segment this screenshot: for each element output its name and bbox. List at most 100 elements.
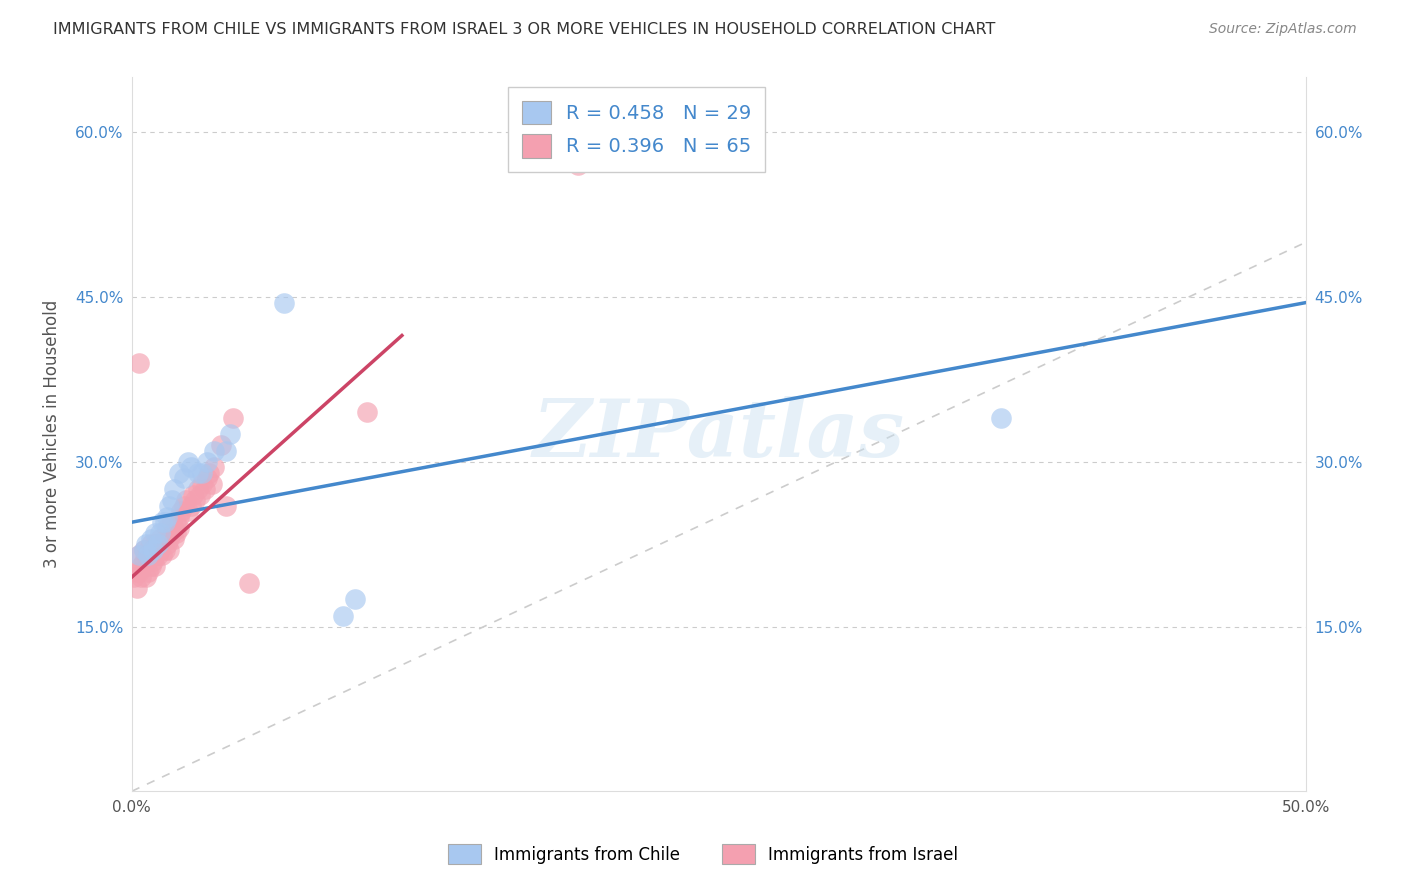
Point <box>149 542 172 557</box>
Point <box>143 526 166 541</box>
Point <box>142 542 165 557</box>
Point <box>614 125 637 139</box>
Point <box>128 565 150 579</box>
Point <box>163 482 186 496</box>
Point <box>167 466 190 480</box>
Point <box>153 515 176 529</box>
Point <box>139 559 162 574</box>
Point <box>215 443 238 458</box>
Point <box>135 537 157 551</box>
Point <box>209 438 232 452</box>
Point <box>191 466 214 480</box>
Point <box>153 542 176 557</box>
Point <box>215 499 238 513</box>
Point <box>157 532 180 546</box>
Point <box>146 537 169 551</box>
Point <box>343 592 366 607</box>
Point <box>177 455 200 469</box>
Point <box>184 493 207 508</box>
Point <box>173 499 195 513</box>
Point <box>136 565 159 579</box>
Point <box>139 548 162 562</box>
Text: Source: ZipAtlas.com: Source: ZipAtlas.com <box>1209 22 1357 37</box>
Point <box>136 542 159 557</box>
Point <box>195 471 218 485</box>
Point <box>180 499 202 513</box>
Y-axis label: 3 or more Vehicles in Household: 3 or more Vehicles in Household <box>44 301 60 568</box>
Point <box>174 493 197 508</box>
Point <box>160 515 183 529</box>
Point <box>146 537 169 551</box>
Point <box>170 504 193 518</box>
Point <box>195 455 218 469</box>
Point <box>142 542 165 557</box>
Point <box>146 548 169 562</box>
Point <box>136 548 159 562</box>
Point <box>150 548 173 562</box>
Point <box>273 295 295 310</box>
Point <box>135 570 157 584</box>
Point <box>238 575 260 590</box>
Point <box>149 526 172 541</box>
Point <box>187 482 209 496</box>
Point <box>128 356 150 370</box>
Point <box>567 158 589 172</box>
Point <box>143 559 166 574</box>
Point <box>194 482 217 496</box>
Point <box>201 476 224 491</box>
Point <box>156 521 179 535</box>
Point <box>122 570 145 584</box>
Point <box>191 476 214 491</box>
Point <box>188 488 211 502</box>
Point <box>139 537 162 551</box>
Point <box>160 493 183 508</box>
Point <box>132 553 155 567</box>
Point <box>198 466 221 480</box>
Point <box>125 581 148 595</box>
Text: ZIPatlas: ZIPatlas <box>533 395 905 473</box>
Point <box>135 548 157 562</box>
Point <box>129 570 152 584</box>
Point <box>128 548 150 562</box>
Point <box>156 509 179 524</box>
Point <box>187 466 209 480</box>
Point <box>129 559 152 574</box>
Point <box>166 526 188 541</box>
Point <box>156 537 179 551</box>
Point <box>202 460 225 475</box>
Legend: Immigrants from Chile, Immigrants from Israel: Immigrants from Chile, Immigrants from I… <box>441 838 965 871</box>
Point <box>128 548 150 562</box>
Point <box>163 521 186 535</box>
Point <box>332 608 354 623</box>
Point <box>149 532 172 546</box>
Point <box>143 548 166 562</box>
Point <box>356 405 378 419</box>
Point <box>173 471 195 485</box>
Text: IMMIGRANTS FROM CHILE VS IMMIGRANTS FROM ISRAEL 3 OR MORE VEHICLES IN HOUSEHOLD : IMMIGRANTS FROM CHILE VS IMMIGRANTS FROM… <box>53 22 995 37</box>
Point <box>167 521 190 535</box>
Point <box>153 532 176 546</box>
Point <box>142 553 165 567</box>
Point <box>150 515 173 529</box>
Point <box>132 542 155 557</box>
Point <box>143 537 166 551</box>
Point <box>180 460 202 475</box>
Point <box>163 532 186 546</box>
Point <box>181 488 204 502</box>
Point <box>202 443 225 458</box>
Point <box>157 542 180 557</box>
Point <box>157 499 180 513</box>
Point <box>219 427 242 442</box>
Point <box>125 565 148 579</box>
Point <box>222 410 245 425</box>
Point <box>166 515 188 529</box>
Point <box>177 504 200 518</box>
Point <box>136 553 159 567</box>
Point <box>990 410 1012 425</box>
Point <box>132 542 155 557</box>
Point <box>167 509 190 524</box>
Point <box>160 526 183 541</box>
Point <box>150 537 173 551</box>
Point <box>139 532 162 546</box>
Legend: R = 0.458   N = 29, R = 0.396   N = 65: R = 0.458 N = 29, R = 0.396 N = 65 <box>508 87 765 171</box>
